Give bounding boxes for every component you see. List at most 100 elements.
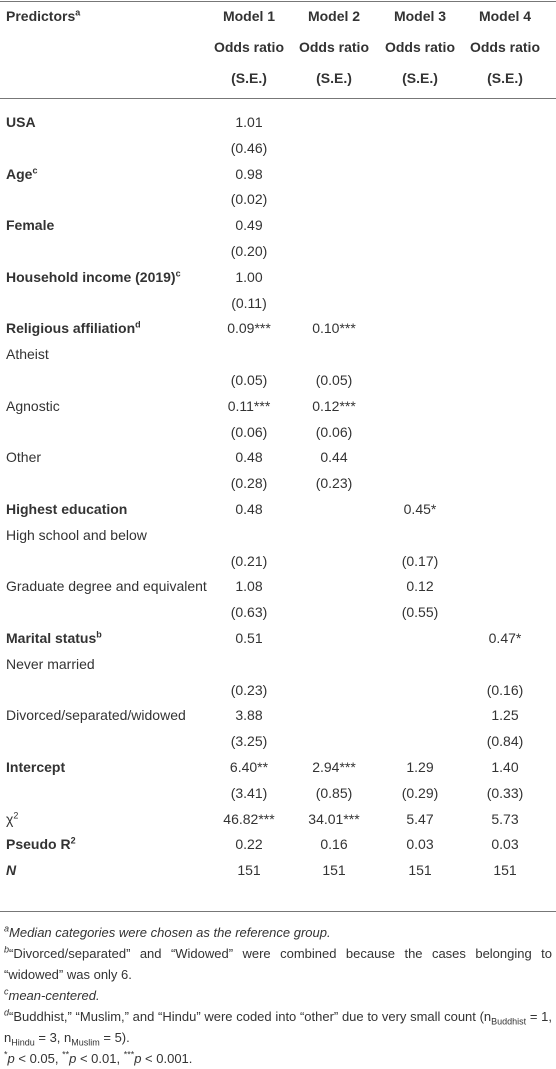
label-text: Highest education	[6, 501, 128, 517]
footnote-part: Hindu	[11, 1037, 35, 1048]
header-stat: Odds ratio	[213, 39, 284, 55]
footnote-part: Median categories were chosen as the ref…	[9, 925, 331, 940]
cell: (0.11)	[231, 294, 267, 311]
header-stat: Odds ratio	[298, 39, 369, 55]
label-text: Agnostic	[6, 397, 60, 414]
cell: (0.23)	[315, 475, 353, 492]
footnote: aMedian categories were chosen as the re…	[4, 922, 552, 943]
cell: (0.28)	[230, 475, 268, 492]
row-label: USA	[6, 112, 211, 132]
top-rule	[0, 1, 556, 2]
row-label: Never married	[6, 654, 211, 674]
footnote: d“Buddhist,” “Muslim,” and “Hindu” were …	[4, 1006, 552, 1048]
footnote: *p < 0.05, **p < 0.01, ***p < 0.001.	[4, 1048, 552, 1069]
row-label: Divorced/separated/widowed	[6, 705, 211, 725]
row-label: Other	[6, 447, 211, 467]
cell: (0.33)	[486, 784, 524, 801]
row-label: χ2	[6, 809, 211, 829]
cell: 5.47	[406, 810, 434, 827]
cell: 0.47*	[488, 630, 522, 646]
cell: 0.44	[320, 449, 348, 466]
cell: (0.23)	[230, 681, 268, 698]
cell: (0.16)	[486, 681, 524, 698]
header-stat: Odds ratio	[384, 39, 455, 55]
cell: 0.10***	[312, 320, 356, 337]
cell: (0.02)	[230, 191, 268, 208]
cell: (0.06)	[315, 423, 353, 440]
cell: 0.22	[235, 836, 263, 853]
label-text: Religious affiliation	[6, 320, 136, 337]
cell: 3.88	[235, 707, 263, 724]
bottom-rule	[0, 911, 556, 912]
cell: 0.16	[320, 836, 348, 853]
footnote-part: Buddhist	[491, 1016, 527, 1027]
cell: 1.01	[235, 114, 263, 130]
cell: 1.25	[491, 707, 519, 724]
label-text: Pseudo R	[6, 836, 71, 853]
footnote-mark: b	[4, 944, 10, 955]
row-label: Intercept	[6, 757, 211, 777]
cell: (0.05)	[230, 372, 268, 388]
header-se: (S.E.)	[231, 70, 267, 86]
cell: 0.45*	[403, 501, 437, 517]
row-label: Agec	[6, 164, 211, 184]
cell: 151	[237, 862, 261, 879]
cell: 1.00	[235, 268, 263, 285]
footnote-part: = 3, n	[34, 1030, 72, 1045]
footnote-part: ***	[123, 1049, 135, 1060]
cell: 1.08	[235, 578, 263, 595]
cell: 2.94***	[312, 759, 356, 775]
label-text: Household income (2019)	[6, 268, 176, 285]
cell: (0.63)	[230, 604, 268, 621]
label-text: Age	[6, 165, 33, 182]
row-label: Religious affiliationd	[6, 318, 211, 338]
header-se: (S.E.)	[402, 70, 438, 86]
cell: 0.98	[235, 165, 263, 182]
label-sup: c	[32, 164, 38, 175]
footnote-part: = 5).	[99, 1030, 130, 1045]
header-se: (S.E.)	[487, 70, 523, 86]
cell: 0.51	[235, 630, 263, 646]
row-label: N	[6, 860, 211, 880]
cell: 1.40	[491, 759, 519, 775]
footnote-part: < 0.001.	[141, 1051, 193, 1066]
cell: 46.82***	[223, 810, 275, 827]
header-sup: a	[75, 7, 81, 18]
label-text: N	[6, 862, 17, 879]
cell: (3.25)	[230, 733, 268, 750]
cell: 0.11***	[227, 397, 271, 414]
label-text: Female	[6, 217, 55, 234]
row-label: Female	[6, 215, 211, 235]
footnotes: aMedian categories were chosen as the re…	[4, 922, 552, 1069]
row-label: Pseudo R2	[6, 834, 211, 854]
header-rule	[0, 98, 556, 99]
row-label: Marital statusb	[6, 628, 211, 648]
footnote-part: “Divorced/separated” and “Widowed” were …	[4, 946, 552, 982]
row-label: High school and below	[6, 525, 211, 545]
row-label: Graduate degree and equivalent	[6, 576, 211, 596]
footnote-part: p	[134, 1051, 142, 1066]
label-sup: c	[175, 268, 181, 279]
footnote: b“Divorced/separated” and “Widowed” were…	[4, 943, 552, 985]
footnote-mark: a	[4, 923, 10, 934]
label-sup: d	[135, 319, 141, 330]
label-text: Marital status	[6, 630, 97, 646]
label-sup: 2	[13, 809, 19, 820]
footnote-part: p	[7, 1051, 15, 1066]
cell: 6.40**	[229, 759, 269, 775]
cell: (0.17)	[401, 552, 439, 569]
header-name: Model 4	[478, 8, 532, 24]
label-text: Never married	[6, 655, 95, 672]
cell: 151	[493, 862, 517, 879]
cell: 151	[408, 862, 432, 879]
footnote-part: *	[4, 1049, 8, 1060]
cell: (0.46)	[230, 139, 268, 156]
row-label: Atheist	[6, 344, 211, 364]
label-sup: b	[96, 629, 102, 640]
footnote-part: **	[62, 1049, 70, 1060]
header-name: Model 3	[393, 8, 447, 24]
footnote-mark: c	[4, 986, 9, 997]
cell: (0.06)	[230, 423, 268, 440]
cell: 1.29	[406, 759, 434, 775]
